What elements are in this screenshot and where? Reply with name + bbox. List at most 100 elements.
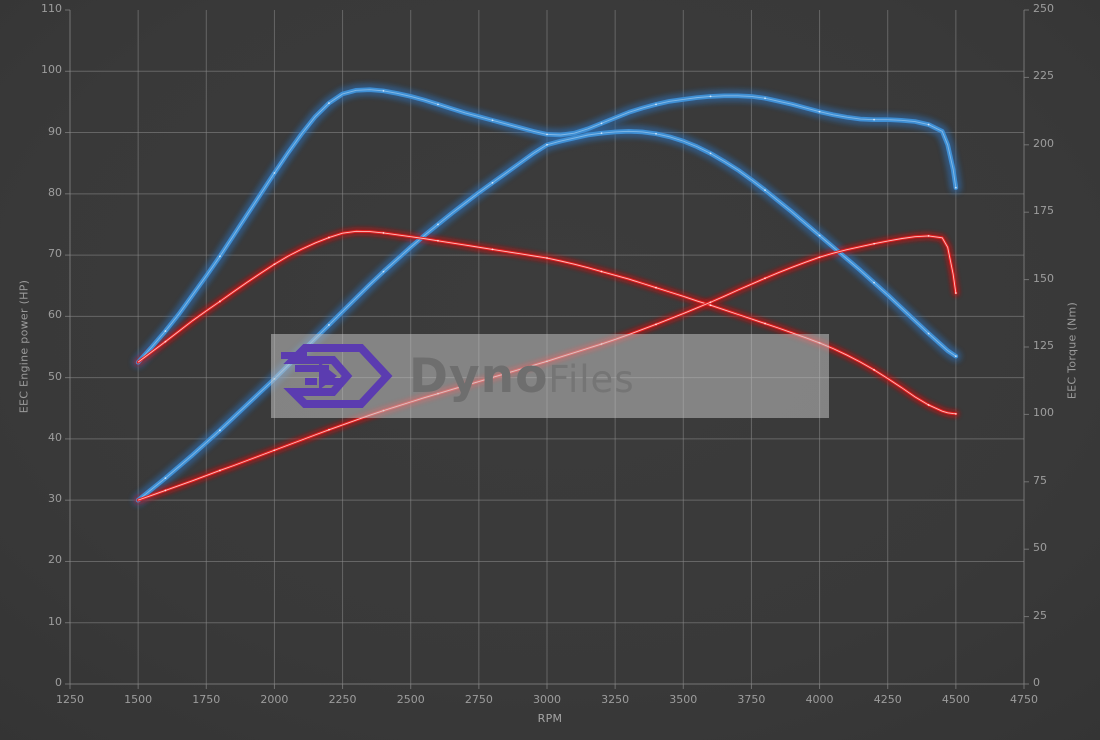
- tick-label: 100: [1033, 406, 1054, 420]
- tick-label: 4500: [941, 693, 970, 706]
- series-point: [219, 255, 221, 258]
- tick-label: 3750: [737, 693, 766, 706]
- tick-label: 125: [1033, 339, 1054, 352]
- tick-label: 2000: [260, 693, 289, 706]
- series-point: [818, 110, 821, 113]
- series-point: [927, 123, 930, 126]
- axis-tick-marks: [65, 9, 1029, 689]
- series-core-highlight: [137, 89, 957, 363]
- series-point: [873, 369, 875, 371]
- series-point: [546, 133, 548, 136]
- tick-label: 110: [41, 2, 62, 15]
- series-point: [655, 323, 657, 326]
- tick-label: 100: [41, 63, 62, 77]
- series-point: [546, 143, 548, 146]
- series-point: [164, 330, 167, 332]
- series-point: [655, 286, 657, 289]
- tick-label: 60: [48, 308, 62, 322]
- series-point: [273, 172, 276, 174]
- series-point: [546, 257, 548, 259]
- series-point: [764, 97, 766, 100]
- tick-label: 3000: [533, 693, 561, 706]
- series-point: [382, 89, 385, 92]
- series-point: [328, 102, 330, 105]
- series-core-highlight: [137, 230, 956, 415]
- series-point: [437, 103, 439, 106]
- series-point: [764, 277, 766, 280]
- series-point: [273, 449, 276, 452]
- series-point: [382, 409, 385, 412]
- series-point: [655, 103, 657, 106]
- series-point: [927, 404, 930, 406]
- tick-label: 0: [55, 676, 62, 689]
- series-point: [437, 223, 439, 226]
- series-point: [219, 429, 221, 432]
- series-point: [600, 122, 603, 125]
- tick-label: 4750: [1010, 693, 1038, 706]
- tick-label: 30: [48, 492, 62, 506]
- series-point: [546, 360, 548, 363]
- series-point: [273, 263, 276, 266]
- series-point: [600, 270, 603, 273]
- y-axis-right-title: EEC Torque (Nm): [1065, 301, 1079, 400]
- series-point: [954, 355, 957, 358]
- tick-label: 3500: [669, 693, 698, 706]
- series-point: [437, 392, 439, 395]
- series-point: [600, 343, 603, 345]
- tick-label: 2250: [328, 693, 357, 706]
- tick-label: 150: [1033, 271, 1054, 285]
- series-point: [328, 428, 330, 431]
- tick-label: 10: [48, 614, 62, 628]
- series-point: [818, 342, 821, 344]
- series-point: [709, 95, 712, 98]
- tick-label: 3250: [601, 693, 630, 706]
- series-point: [219, 469, 221, 472]
- tick-label: 4000: [805, 693, 834, 706]
- series-point: [437, 239, 439, 242]
- tick-label: 1750: [192, 693, 221, 706]
- series-point: [491, 248, 494, 251]
- tick-label: 25: [1033, 608, 1047, 622]
- series-point: [219, 300, 221, 303]
- series-point: [709, 152, 712, 155]
- series-point: [954, 412, 957, 415]
- tick-label: 75: [1033, 473, 1047, 487]
- tick-label: 1500: [124, 693, 153, 706]
- series-point: [873, 118, 875, 121]
- series-point: [164, 340, 167, 343]
- series-point: [164, 489, 167, 492]
- tick-label: 20: [48, 553, 62, 567]
- series-point: [764, 189, 766, 192]
- tick-label: 70: [48, 247, 62, 261]
- tick-label: 0: [1033, 676, 1040, 689]
- series-point: [491, 376, 494, 379]
- tick-label: 2750: [464, 693, 493, 706]
- series-point: [818, 234, 821, 237]
- series-point: [927, 332, 930, 335]
- series-point: [382, 232, 385, 234]
- y-axis-left-title: EEC Engine power (HP): [17, 279, 31, 414]
- series-point: [873, 281, 875, 284]
- tick-label: 200: [1033, 136, 1054, 150]
- series-point: [873, 242, 875, 245]
- tick-label: 80: [48, 185, 62, 199]
- series-point: [491, 119, 494, 122]
- series-sample-points: [164, 89, 957, 492]
- series-point: [328, 324, 330, 326]
- series-point: [709, 301, 712, 304]
- series-point: [382, 270, 385, 273]
- series-point: [709, 304, 712, 307]
- tick-label: 4250: [873, 693, 902, 706]
- tick-label: 40: [48, 430, 62, 444]
- grid-lines: [69, 10, 1025, 685]
- tick-label: 225: [1033, 69, 1054, 83]
- tick-label: 50: [1033, 541, 1047, 555]
- tick-label: 250: [1033, 2, 1054, 15]
- series-point: [655, 132, 657, 135]
- series-point: [818, 256, 821, 259]
- series-point: [273, 377, 276, 380]
- tick-label: 50: [48, 369, 62, 383]
- tick-label: 2500: [396, 693, 425, 706]
- series-point: [927, 235, 930, 237]
